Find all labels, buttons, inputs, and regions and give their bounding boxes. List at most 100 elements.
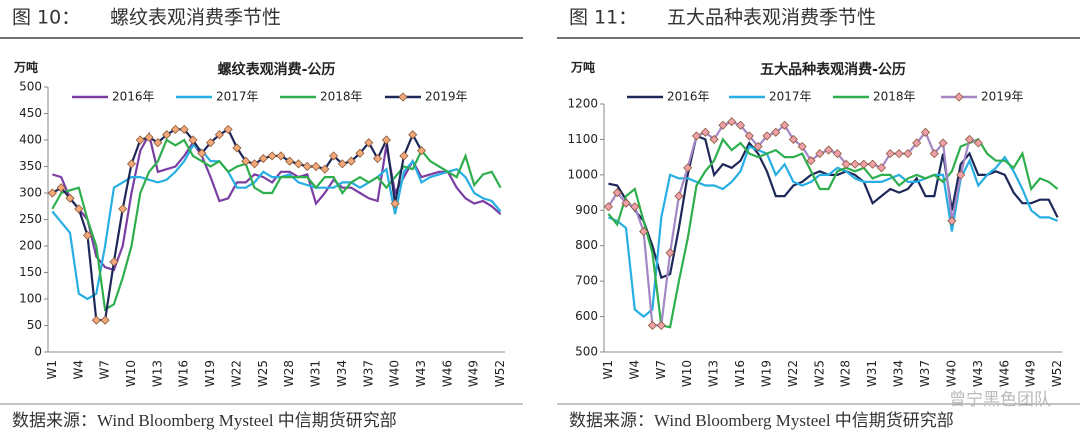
chart-title: 螺纹表观消费-公历	[218, 61, 336, 78]
point-marker	[771, 127, 781, 137]
point-marker	[691, 131, 702, 141]
y-tick-label: 500	[575, 345, 598, 359]
x-tick-label: W16	[177, 360, 191, 387]
x-tick-label: W52	[1050, 360, 1064, 387]
point-marker	[824, 145, 834, 155]
x-tick-label: W28	[839, 360, 853, 387]
y-tick-label: 1000	[567, 167, 598, 181]
point-marker	[276, 151, 286, 161]
y-tick-label: 200	[19, 239, 42, 253]
x-tick-label: W19	[759, 360, 773, 387]
x-tick-label: W25	[256, 360, 270, 387]
point-marker	[56, 183, 66, 193]
x-tick-label: W46	[440, 360, 454, 387]
x-tick-label: W46	[997, 360, 1011, 387]
legend-label: 2018年	[873, 90, 916, 104]
point-marker	[727, 117, 737, 127]
legend-label: 2017年	[216, 90, 259, 104]
legend-marker	[398, 92, 408, 102]
point-marker	[630, 202, 640, 212]
point-marker	[674, 191, 684, 201]
x-tick-label: W7	[98, 360, 112, 380]
y-tick-label: 1100	[567, 132, 598, 146]
point-marker	[665, 248, 675, 258]
point-marker	[753, 141, 763, 152]
point-marker	[337, 159, 347, 169]
point-marker	[964, 134, 975, 144]
point-marker	[144, 132, 154, 142]
point-marker	[603, 202, 613, 212]
series-line	[608, 134, 1059, 280]
x-tick-label: W22	[786, 360, 800, 387]
point-marker	[973, 138, 983, 148]
point-marker	[912, 138, 922, 148]
point-marker	[214, 130, 224, 140]
point-marker	[285, 156, 295, 166]
y-tick-label: 50	[27, 318, 42, 332]
point-marker	[258, 153, 268, 164]
x-tick-label: W7	[654, 360, 668, 380]
y-tick-label: 600	[575, 309, 598, 323]
point-marker	[718, 120, 728, 130]
point-marker	[956, 170, 966, 180]
point-marker	[197, 148, 207, 158]
y-tick-label: 800	[575, 238, 598, 252]
point-marker	[206, 138, 216, 148]
x-tick-label: W34	[892, 360, 906, 387]
y-tick-label: 900	[575, 203, 598, 217]
point-marker	[249, 159, 260, 169]
x-tick-label: W31	[865, 360, 879, 387]
point-marker	[868, 159, 878, 169]
x-tick-label: W1	[601, 360, 615, 380]
point-marker	[815, 149, 825, 159]
x-tick-label: W49	[1024, 360, 1038, 387]
point-marker	[647, 320, 658, 330]
series-line	[51, 143, 502, 301]
chart-title: 五大品种表观消费-公历	[760, 61, 906, 78]
legend-label: 2016年	[667, 90, 710, 104]
y-tick-label: 100	[19, 292, 42, 306]
x-tick-label: W31	[309, 360, 323, 387]
point-marker	[876, 163, 887, 173]
figure-caption: 螺纹表观消费季节性	[110, 7, 281, 29]
series-line	[51, 138, 502, 312]
point-marker	[65, 193, 75, 203]
figure-label: 图 11：	[569, 7, 637, 29]
point-marker	[223, 124, 233, 134]
point-marker	[100, 315, 110, 325]
legend-label: 2016年	[112, 90, 155, 104]
point-marker	[373, 153, 383, 164]
legend-label: 2018年	[320, 90, 363, 104]
point-marker	[788, 134, 798, 144]
point-marker	[320, 164, 330, 174]
point-marker	[779, 120, 790, 130]
x-tick-label: W19	[203, 360, 217, 387]
x-tick-label: W37	[361, 360, 375, 387]
point-marker	[416, 146, 427, 156]
y-tick-label: 0	[34, 345, 42, 359]
point-marker	[346, 156, 356, 166]
point-marker	[241, 156, 251, 166]
point-marker	[929, 149, 939, 159]
x-tick-label: W25	[812, 360, 826, 387]
point-marker	[621, 198, 631, 208]
point-marker	[311, 161, 321, 172]
point-marker	[170, 124, 180, 134]
y-tick-label: 300	[19, 186, 42, 200]
point-marker	[232, 143, 242, 153]
point-marker	[700, 127, 710, 137]
y-tick-label: 400	[19, 133, 42, 147]
point-marker	[920, 127, 931, 137]
x-tick-label: W43	[414, 360, 428, 387]
point-marker	[135, 135, 145, 145]
y-tick-label: 1200	[567, 97, 598, 111]
point-marker	[683, 163, 693, 173]
x-tick-label: W40	[944, 360, 958, 387]
y-axis-unit: 万吨	[570, 60, 595, 75]
point-marker	[302, 161, 312, 172]
y-tick-label: 150	[19, 265, 42, 279]
x-tick-label: W52	[493, 360, 507, 387]
